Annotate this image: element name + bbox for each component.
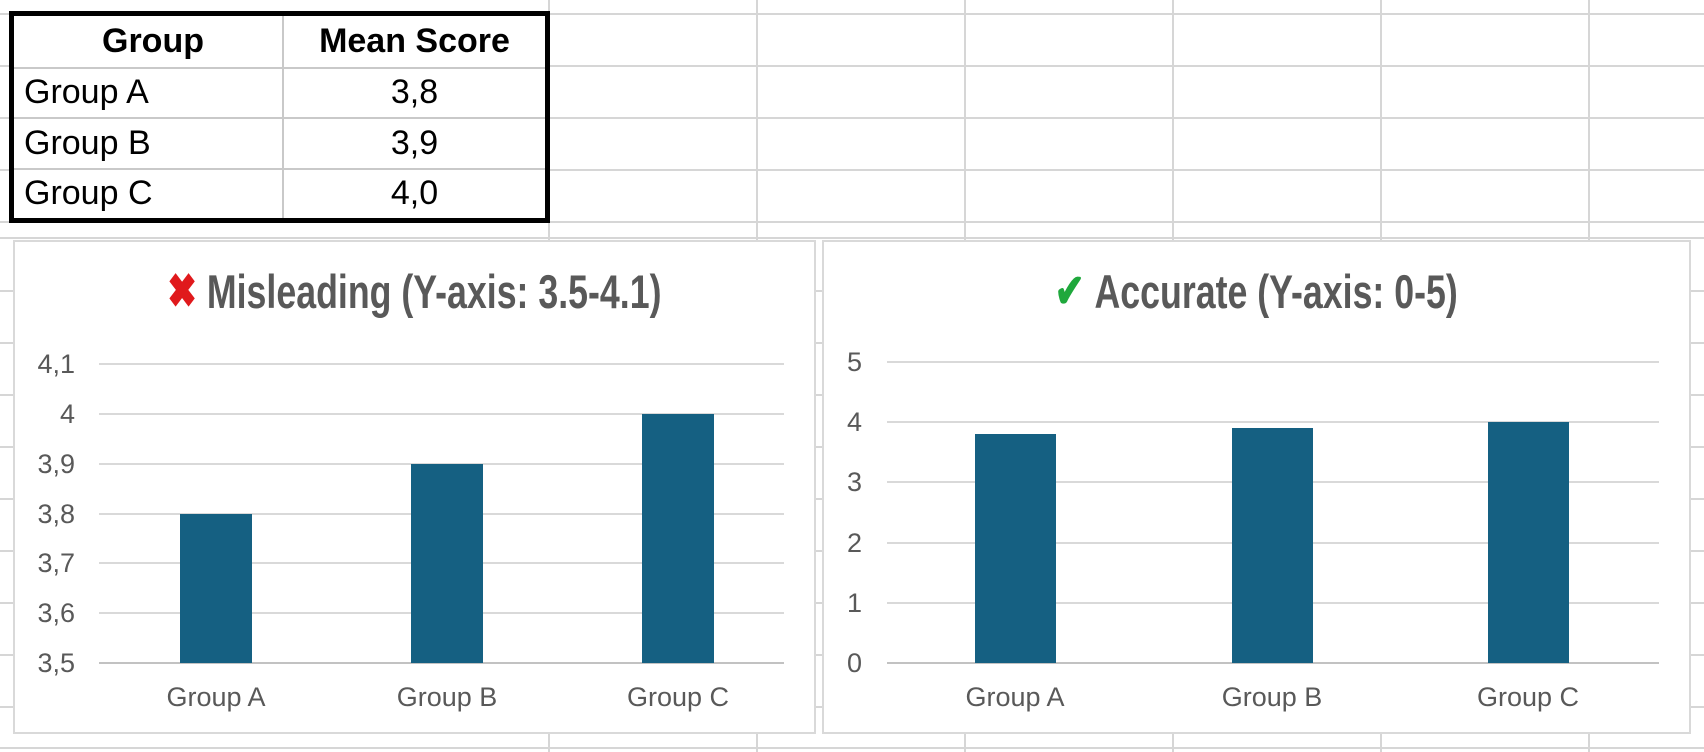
x-category-label: Group C [1476, 682, 1580, 712]
red-x-icon: ✖ [167, 264, 198, 317]
x-category-label: Group A [166, 682, 266, 712]
chart-title[interactable]: ✔ Accurate (Y-axis: 0-5) [824, 262, 1689, 320]
data-table: Group Mean Score Group A 3,8 Group B 3,9… [9, 11, 550, 223]
sheet-gridline-h [0, 117, 1704, 119]
y-tick-label: 5 [846, 347, 862, 377]
sheet-gridline-h [0, 221, 1704, 223]
sheet-gridline-h [0, 169, 1704, 171]
y-tick-label: 3,7 [37, 548, 75, 579]
bar-group-a[interactable] [974, 434, 1056, 663]
y-gridline [99, 662, 784, 664]
y-tick-label: 4 [846, 407, 862, 438]
y-gridline [887, 662, 1659, 664]
y-gridline [887, 421, 1659, 424]
y-gridline [99, 412, 784, 415]
y-tick-label: 3,5 [37, 648, 75, 678]
chart-title-text: Accurate (Y-axis: 0-5) [1094, 264, 1459, 318]
sheet-gridline-h [0, 65, 1704, 67]
bar-group-b[interactable] [411, 463, 483, 663]
table-cell-score[interactable]: 3,8 [282, 66, 545, 117]
x-category-label: Group C [626, 682, 730, 712]
x-category-label: Group B [1221, 682, 1323, 712]
sheet-gridline-h [0, 13, 1704, 15]
sheet-gridline-h [0, 237, 1704, 239]
y-tick-label: 3,8 [37, 498, 75, 529]
y-tick-label: 0 [846, 648, 862, 678]
green-check-icon: ✔ [1054, 264, 1085, 317]
y-tick-label: 3 [846, 467, 862, 498]
y-tick-label: 2 [846, 527, 862, 558]
table-header-mean-score[interactable]: Mean Score [282, 16, 545, 67]
x-category-label: Group B [396, 682, 498, 712]
chart-accurate[interactable]: ✔ Accurate (Y-axis: 0-5) 0 1 2 3 4 5 Group A Gr… [822, 240, 1691, 734]
table-cell-group[interactable]: Group B [14, 117, 282, 168]
y-tick-label: 3,9 [37, 448, 75, 479]
chart-title[interactable]: ✖ Misleading (Y-axis: 3.5-4.1) [15, 262, 814, 320]
bar-group-c[interactable] [1487, 422, 1569, 663]
chart-title-text: Misleading (Y-axis: 3.5-4.1) [207, 264, 662, 318]
bar-group-c[interactable] [642, 413, 714, 663]
table-header-group[interactable]: Group [14, 16, 282, 67]
sheet-gridline-h [0, 747, 1704, 749]
table-cell-score[interactable]: 4,0 [282, 167, 545, 218]
x-category-label: Group A [965, 682, 1065, 712]
y-gridline [887, 361, 1659, 363]
table-cell-group[interactable]: Group A [14, 66, 282, 117]
chart-misleading[interactable]: ✖ Misleading (Y-axis: 3.5-4.1) 3,5 3,6 3,7… [13, 240, 816, 734]
bar-group-a[interactable] [180, 513, 252, 663]
y-tick-label: 4 [59, 398, 75, 429]
y-gridline [99, 363, 784, 365]
bar-group-b[interactable] [1231, 428, 1313, 663]
table-cell-score[interactable]: 3,9 [282, 117, 545, 168]
y-tick-label: 3,6 [37, 598, 75, 629]
table-cell-group[interactable]: Group C [14, 167, 282, 218]
y-tick-label: 4,1 [37, 349, 75, 379]
y-tick-label: 1 [846, 587, 862, 618]
